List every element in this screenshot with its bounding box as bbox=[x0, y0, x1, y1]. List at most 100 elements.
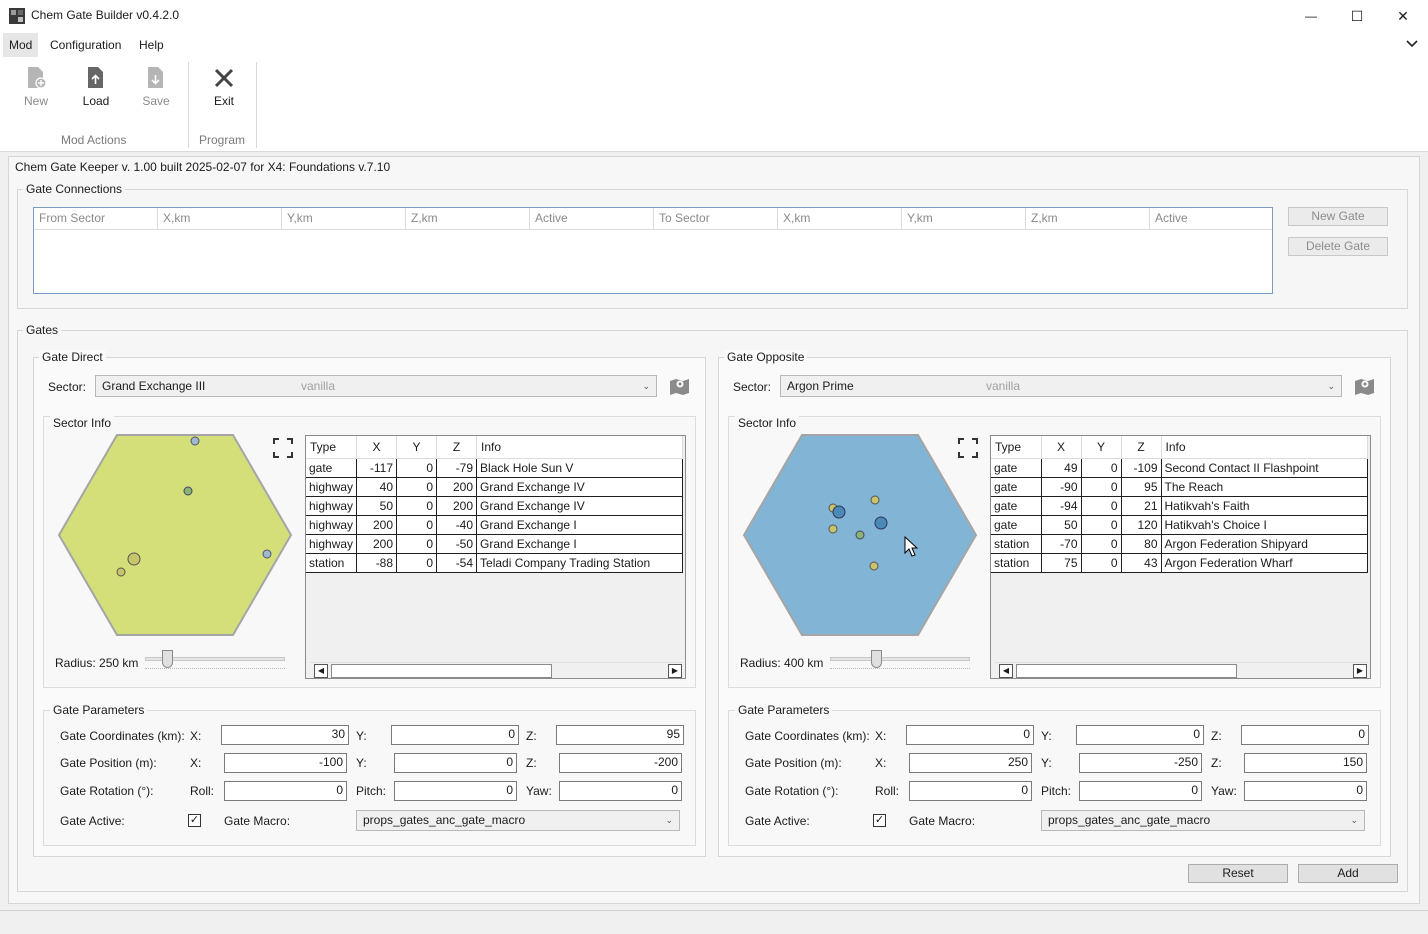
col-to-sector[interactable]: To Sector bbox=[654, 208, 778, 229]
load-button[interactable]: Load bbox=[72, 64, 120, 114]
direct-pos-x-input[interactable]: -100 bbox=[224, 753, 347, 773]
opposite-scroll-thumb[interactable] bbox=[1016, 664, 1237, 678]
table-row[interactable]: gate 50 0 120 Hatikvah's Choice I bbox=[991, 515, 1368, 535]
opposite-grid-hscrollbar[interactable]: ◀ ▶ bbox=[995, 662, 1368, 678]
ribbon-collapse-chevron-down-icon[interactable] bbox=[1406, 38, 1418, 52]
direct-radius-slider-thumb[interactable] bbox=[162, 650, 173, 668]
direct-col-x[interactable]: X bbox=[356, 436, 398, 459]
maximize-button[interactable]: ☐ bbox=[1334, 0, 1380, 32]
opposite-expand-icon[interactable] bbox=[958, 438, 978, 461]
exit-button[interactable]: Exit bbox=[200, 64, 248, 114]
table-row[interactable]: highway 40 0 200 Grand Exchange IV bbox=[306, 477, 683, 497]
table-row[interactable]: gate 49 0 -109 Second Contact II Flashpoint bbox=[991, 458, 1368, 478]
opposite-col-z[interactable]: Z bbox=[1121, 436, 1162, 459]
direct-grid-hscrollbar[interactable]: ◀ ▶ bbox=[310, 662, 683, 678]
close-window-button[interactable]: ✕ bbox=[1380, 0, 1426, 32]
col-to-z[interactable]: Z,km bbox=[1026, 208, 1150, 229]
col-to-x[interactable]: X,km bbox=[778, 208, 902, 229]
direct-col-type[interactable]: Type bbox=[306, 436, 358, 459]
y-cell: 0 bbox=[396, 534, 438, 554]
direct-coord-y-input[interactable]: 0 bbox=[391, 725, 519, 745]
menu-help[interactable]: Help bbox=[139, 38, 164, 52]
direct-macro-combo[interactable]: props_gates_anc_gate_macro ⌄ bbox=[356, 810, 680, 831]
delete-gate-button[interactable]: Delete Gate bbox=[1288, 237, 1388, 256]
col-from-z[interactable]: Z,km bbox=[406, 208, 530, 229]
table-row[interactable]: station -88 0 -54 Teladi Company Trading Sta… bbox=[306, 553, 683, 573]
direct-expand-icon[interactable] bbox=[273, 438, 293, 461]
col-from-x[interactable]: X,km bbox=[158, 208, 282, 229]
opposite-objects-grid[interactable]: Type X Y Z Info gate 49 0 -109 Second Contac… bbox=[990, 435, 1371, 679]
direct-coord-z-input[interactable]: 95 bbox=[556, 725, 684, 745]
opposite-radius-slider-thumb[interactable] bbox=[871, 650, 882, 668]
table-row[interactable]: station -70 0 80 Argon Federation Shipyard bbox=[991, 534, 1368, 554]
chevron-down-icon: ⌄ bbox=[1327, 381, 1335, 391]
direct-coord-x-input[interactable]: 30 bbox=[221, 725, 349, 745]
connections-grid[interactable]: From Sector X,km Y,km Z,km Active To Sec… bbox=[33, 207, 1273, 294]
col-from-active[interactable]: Active bbox=[530, 208, 654, 229]
opposite-radius-slider-track[interactable] bbox=[830, 657, 970, 661]
save-button[interactable]: Save bbox=[132, 64, 180, 114]
table-row[interactable]: highway 200 0 -40 Grand Exchange I bbox=[306, 515, 683, 535]
opposite-yaw-input[interactable]: 0 bbox=[1244, 781, 1367, 801]
type-cell: highway bbox=[306, 515, 358, 535]
opposite-macro-combo[interactable]: props_gates_anc_gate_macro ⌄ bbox=[1041, 810, 1365, 831]
table-row[interactable]: gate -90 0 95 The Reach bbox=[991, 477, 1368, 497]
scroll-right-icon[interactable]: ▶ bbox=[668, 664, 682, 678]
direct-pos-y-input[interactable]: 0 bbox=[394, 753, 517, 773]
menu-mod[interactable]: Mod bbox=[3, 33, 39, 57]
direct-col-info[interactable]: Info bbox=[476, 436, 683, 459]
type-cell: highway bbox=[306, 534, 358, 554]
opposite-pos-x-input[interactable]: 250 bbox=[909, 753, 1032, 773]
opposite-coord-y-input[interactable]: 0 bbox=[1076, 725, 1204, 745]
direct-roll-input[interactable]: 0 bbox=[224, 781, 347, 801]
direct-pos-z-input[interactable]: -200 bbox=[559, 753, 682, 773]
scroll-left-icon[interactable]: ◀ bbox=[999, 664, 1013, 678]
table-row[interactable]: gate -117 0 -79 Black Hole Sun V bbox=[306, 458, 683, 478]
opposite-coord-x-input[interactable]: 0 bbox=[906, 725, 1034, 745]
col-to-active[interactable]: Active bbox=[1155, 211, 1188, 225]
direct-active-checkbox[interactable]: ✓ bbox=[188, 814, 201, 827]
opposite-col-type[interactable]: Type bbox=[991, 436, 1042, 459]
col-to-y[interactable]: Y,km bbox=[902, 208, 1026, 229]
opposite-sector-combo[interactable]: Argon Prime vanilla ⌄ bbox=[780, 375, 1342, 397]
opposite-sector-hexagon-map[interactable] bbox=[742, 433, 978, 637]
direct-objects-grid[interactable]: Type X Y Z Info gate -117 0 -79 Black Hole S… bbox=[305, 435, 686, 679]
reset-button[interactable]: Reset bbox=[1188, 864, 1288, 883]
opposite-map-icon[interactable] bbox=[1354, 376, 1376, 399]
direct-radius-slider-track[interactable] bbox=[145, 657, 285, 661]
direct-yaw-input[interactable]: 0 bbox=[559, 781, 682, 801]
table-row[interactable]: station 75 0 43 Argon Federation Wharf bbox=[991, 553, 1368, 573]
direct-pitch-input[interactable]: 0 bbox=[394, 781, 517, 801]
y-cell: 0 bbox=[396, 553, 438, 573]
opposite-col-x[interactable]: X bbox=[1041, 436, 1082, 459]
direct-sector-hexagon-map[interactable] bbox=[57, 433, 293, 637]
opposite-pos-y-label: Y: bbox=[1041, 756, 1052, 770]
opposite-pos-z-input[interactable]: 150 bbox=[1244, 753, 1367, 773]
table-row[interactable]: highway 200 0 -50 Grand Exchange I bbox=[306, 534, 683, 554]
scroll-left-icon[interactable]: ◀ bbox=[314, 664, 328, 678]
direct-col-z[interactable]: Z bbox=[436, 436, 478, 459]
opposite-active-checkbox[interactable]: ✓ bbox=[873, 814, 886, 827]
x-cell: -90 bbox=[1041, 477, 1082, 497]
add-button[interactable]: Add bbox=[1298, 864, 1398, 883]
direct-scroll-thumb[interactable] bbox=[331, 664, 552, 678]
direct-sector-combo[interactable]: Grand Exchange III vanilla ⌄ bbox=[95, 375, 657, 397]
opposite-col-y[interactable]: Y bbox=[1081, 436, 1122, 459]
col-from-sector[interactable]: From Sector bbox=[34, 208, 158, 229]
opposite-coord-z-input[interactable]: 0 bbox=[1241, 725, 1369, 745]
new-gate-button[interactable]: New Gate bbox=[1288, 207, 1388, 226]
opposite-pitch-input[interactable]: 0 bbox=[1079, 781, 1202, 801]
col-from-y[interactable]: Y,km bbox=[282, 208, 406, 229]
opposite-pos-y-input[interactable]: -250 bbox=[1079, 753, 1202, 773]
table-row[interactable]: highway 50 0 200 Grand Exchange IV bbox=[306, 496, 683, 516]
direct-col-y[interactable]: Y bbox=[396, 436, 438, 459]
table-row[interactable]: gate -94 0 21 Hatikvah's Faith bbox=[991, 496, 1368, 516]
opposite-roll-input[interactable]: 0 bbox=[909, 781, 1032, 801]
minimize-button[interactable]: — bbox=[1288, 0, 1334, 32]
direct-map-icon[interactable] bbox=[669, 376, 691, 399]
new-button[interactable]: New bbox=[12, 64, 60, 114]
opposite-col-info[interactable]: Info bbox=[1161, 436, 1368, 459]
direct-roll-label: Roll: bbox=[190, 784, 215, 798]
scroll-right-icon[interactable]: ▶ bbox=[1353, 664, 1367, 678]
menu-configuration[interactable]: Configuration bbox=[50, 38, 122, 52]
